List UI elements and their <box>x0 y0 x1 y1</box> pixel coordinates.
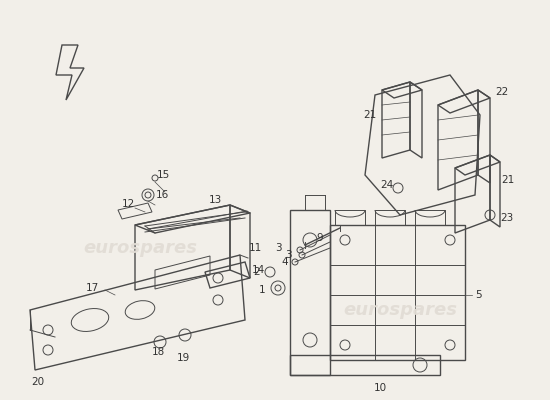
Text: 3: 3 <box>285 250 292 260</box>
Text: 13: 13 <box>208 195 222 205</box>
Text: 15: 15 <box>156 170 169 180</box>
Text: 1: 1 <box>258 285 265 295</box>
Text: 4: 4 <box>282 257 288 267</box>
Text: 23: 23 <box>500 213 514 223</box>
Text: 19: 19 <box>177 353 190 363</box>
Text: 22: 22 <box>496 87 509 97</box>
Text: 10: 10 <box>373 383 387 393</box>
Text: eurospares: eurospares <box>83 239 197 257</box>
Text: 21: 21 <box>502 175 515 185</box>
Text: 3: 3 <box>274 243 281 253</box>
Text: 16: 16 <box>155 190 169 200</box>
Text: 21: 21 <box>364 110 377 120</box>
Text: 5: 5 <box>475 290 481 300</box>
Text: 2: 2 <box>254 267 260 277</box>
Text: 11: 11 <box>249 243 262 253</box>
Text: 14: 14 <box>251 265 265 275</box>
Text: 17: 17 <box>85 283 98 293</box>
Text: eurospares: eurospares <box>343 301 457 319</box>
Text: 20: 20 <box>31 377 45 387</box>
Text: 9: 9 <box>317 233 323 243</box>
Text: 24: 24 <box>381 180 394 190</box>
Text: 18: 18 <box>151 347 164 357</box>
Text: 12: 12 <box>122 199 135 209</box>
